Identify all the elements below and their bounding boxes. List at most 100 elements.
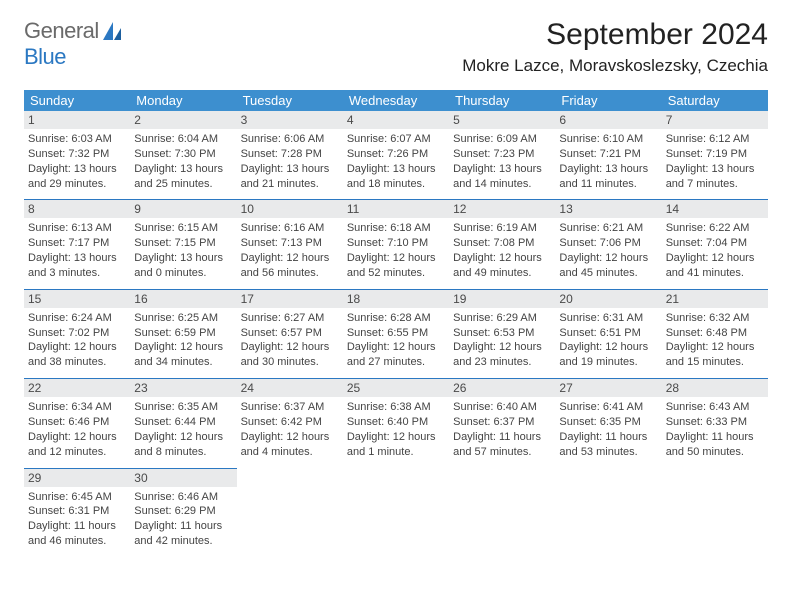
daylight-text: Daylight: 12 hours	[241, 430, 339, 445]
daylight-text: and 25 minutes.	[134, 177, 232, 192]
sunrise-text: Sunrise: 6:15 AM	[134, 221, 232, 236]
daylight-text: Daylight: 12 hours	[666, 251, 764, 266]
calendar-cell: 10Sunrise: 6:16 AMSunset: 7:13 PMDayligh…	[237, 200, 343, 289]
calendar-cell: 15Sunrise: 6:24 AMSunset: 7:02 PMDayligh…	[24, 289, 130, 378]
daylight-text: Daylight: 13 hours	[134, 162, 232, 177]
daylight-text: and 50 minutes.	[666, 445, 764, 460]
daylight-text: Daylight: 13 hours	[241, 162, 339, 177]
daylight-text: Daylight: 11 hours	[453, 430, 551, 445]
sunset-text: Sunset: 7:17 PM	[28, 236, 126, 251]
calendar-week: 15Sunrise: 6:24 AMSunset: 7:02 PMDayligh…	[24, 289, 768, 378]
day-number: 15	[24, 290, 130, 308]
day-number: 7	[662, 111, 768, 129]
sunset-text: Sunset: 6:33 PM	[666, 415, 764, 430]
day-header: Saturday	[662, 90, 768, 111]
sunrise-text: Sunrise: 6:32 AM	[666, 311, 764, 326]
daylight-text: Daylight: 11 hours	[134, 519, 232, 534]
day-number: 5	[449, 111, 555, 129]
sunrise-text: Sunrise: 6:25 AM	[134, 311, 232, 326]
sunset-text: Sunset: 7:15 PM	[134, 236, 232, 251]
calendar-cell: 3Sunrise: 6:06 AMSunset: 7:28 PMDaylight…	[237, 111, 343, 200]
daylight-text: and 56 minutes.	[241, 266, 339, 281]
calendar-cell: 23Sunrise: 6:35 AMSunset: 6:44 PMDayligh…	[130, 379, 236, 468]
daylight-text: Daylight: 12 hours	[666, 340, 764, 355]
calendar-cell: 5Sunrise: 6:09 AMSunset: 7:23 PMDaylight…	[449, 111, 555, 200]
sunrise-text: Sunrise: 6:10 AM	[559, 132, 657, 147]
daylight-text: and 57 minutes.	[453, 445, 551, 460]
sunset-text: Sunset: 7:30 PM	[134, 147, 232, 162]
daylight-text: and 0 minutes.	[134, 266, 232, 281]
calendar-cell: 28Sunrise: 6:43 AMSunset: 6:33 PMDayligh…	[662, 379, 768, 468]
calendar-cell	[662, 468, 768, 557]
daylight-text: Daylight: 13 hours	[134, 251, 232, 266]
sunrise-text: Sunrise: 6:43 AM	[666, 400, 764, 415]
sunset-text: Sunset: 6:55 PM	[347, 326, 445, 341]
sunrise-text: Sunrise: 6:19 AM	[453, 221, 551, 236]
calendar-cell: 2 Sunrise: 6:04 AMSunset: 7:30 PMDaylight…	[130, 111, 236, 200]
daylight-text: and 41 minutes.	[666, 266, 764, 281]
daylight-text: Daylight: 11 hours	[666, 430, 764, 445]
calendar-cell: 13Sunrise: 6:21 AMSunset: 7:06 PMDayligh…	[555, 200, 661, 289]
daylight-text: and 38 minutes.	[28, 355, 126, 370]
daylight-text: and 7 minutes.	[666, 177, 764, 192]
day-number: 1	[24, 111, 130, 129]
day-number: 13	[555, 200, 661, 218]
sunset-text: Sunset: 7:10 PM	[347, 236, 445, 251]
day-number: 24	[237, 379, 343, 397]
sunrise-text: Sunrise: 6:28 AM	[347, 311, 445, 326]
daylight-text: and 46 minutes.	[28, 534, 126, 549]
sunset-text: Sunset: 7:08 PM	[453, 236, 551, 251]
daylight-text: and 18 minutes.	[347, 177, 445, 192]
sunset-text: Sunset: 6:53 PM	[453, 326, 551, 341]
sunset-text: Sunset: 7:26 PM	[347, 147, 445, 162]
calendar-cell: 17Sunrise: 6:27 AMSunset: 6:57 PMDayligh…	[237, 289, 343, 378]
sunset-text: Sunset: 6:59 PM	[134, 326, 232, 341]
day-number: 4	[343, 111, 449, 129]
day-number: 8	[24, 200, 130, 218]
daylight-text: Daylight: 12 hours	[134, 430, 232, 445]
day-number: 12	[449, 200, 555, 218]
daylight-text: and 42 minutes.	[134, 534, 232, 549]
daylight-text: Daylight: 12 hours	[559, 340, 657, 355]
daylight-text: Daylight: 12 hours	[241, 251, 339, 266]
sunset-text: Sunset: 6:40 PM	[347, 415, 445, 430]
sail-icon	[101, 20, 123, 42]
sunset-text: Sunset: 6:42 PM	[241, 415, 339, 430]
daylight-text: Daylight: 12 hours	[28, 340, 126, 355]
daylight-text: Daylight: 12 hours	[453, 340, 551, 355]
daylight-text: Daylight: 12 hours	[28, 430, 126, 445]
day-header: Tuesday	[237, 90, 343, 111]
calendar-week: 22Sunrise: 6:34 AMSunset: 6:46 PMDayligh…	[24, 379, 768, 468]
daylight-text: and 19 minutes.	[559, 355, 657, 370]
sunrise-text: Sunrise: 6:09 AM	[453, 132, 551, 147]
daylight-text: Daylight: 12 hours	[453, 251, 551, 266]
daylight-text: and 4 minutes.	[241, 445, 339, 460]
day-header: Sunday	[24, 90, 130, 111]
daylight-text: and 15 minutes.	[666, 355, 764, 370]
sunrise-text: Sunrise: 6:13 AM	[28, 221, 126, 236]
daylight-text: and 29 minutes.	[28, 177, 126, 192]
sunrise-text: Sunrise: 6:04 AM	[134, 132, 232, 147]
calendar-cell: 14Sunrise: 6:22 AMSunset: 7:04 PMDayligh…	[662, 200, 768, 289]
daylight-text: Daylight: 12 hours	[347, 251, 445, 266]
brand-logo: General Blue	[24, 18, 123, 70]
daylight-text: Daylight: 13 hours	[559, 162, 657, 177]
calendar-body: 1Sunrise: 6:03 AMSunset: 7:32 PMDaylight…	[24, 111, 768, 557]
day-header: Friday	[555, 90, 661, 111]
sunrise-text: Sunrise: 6:24 AM	[28, 311, 126, 326]
calendar-cell	[237, 468, 343, 557]
day-number: 18	[343, 290, 449, 308]
sunset-text: Sunset: 6:31 PM	[28, 504, 126, 519]
sunset-text: Sunset: 6:48 PM	[666, 326, 764, 341]
calendar-cell: 20Sunrise: 6:31 AMSunset: 6:51 PMDayligh…	[555, 289, 661, 378]
daylight-text: Daylight: 13 hours	[347, 162, 445, 177]
calendar-cell	[555, 468, 661, 557]
day-header: Wednesday	[343, 90, 449, 111]
day-number: 2	[130, 111, 236, 129]
day-number: 22	[24, 379, 130, 397]
calendar-cell: 8Sunrise: 6:13 AMSunset: 7:17 PMDaylight…	[24, 200, 130, 289]
sunrise-text: Sunrise: 6:37 AM	[241, 400, 339, 415]
calendar-table: Sunday Monday Tuesday Wednesday Thursday…	[24, 90, 768, 557]
sunset-text: Sunset: 7:06 PM	[559, 236, 657, 251]
day-number: 16	[130, 290, 236, 308]
